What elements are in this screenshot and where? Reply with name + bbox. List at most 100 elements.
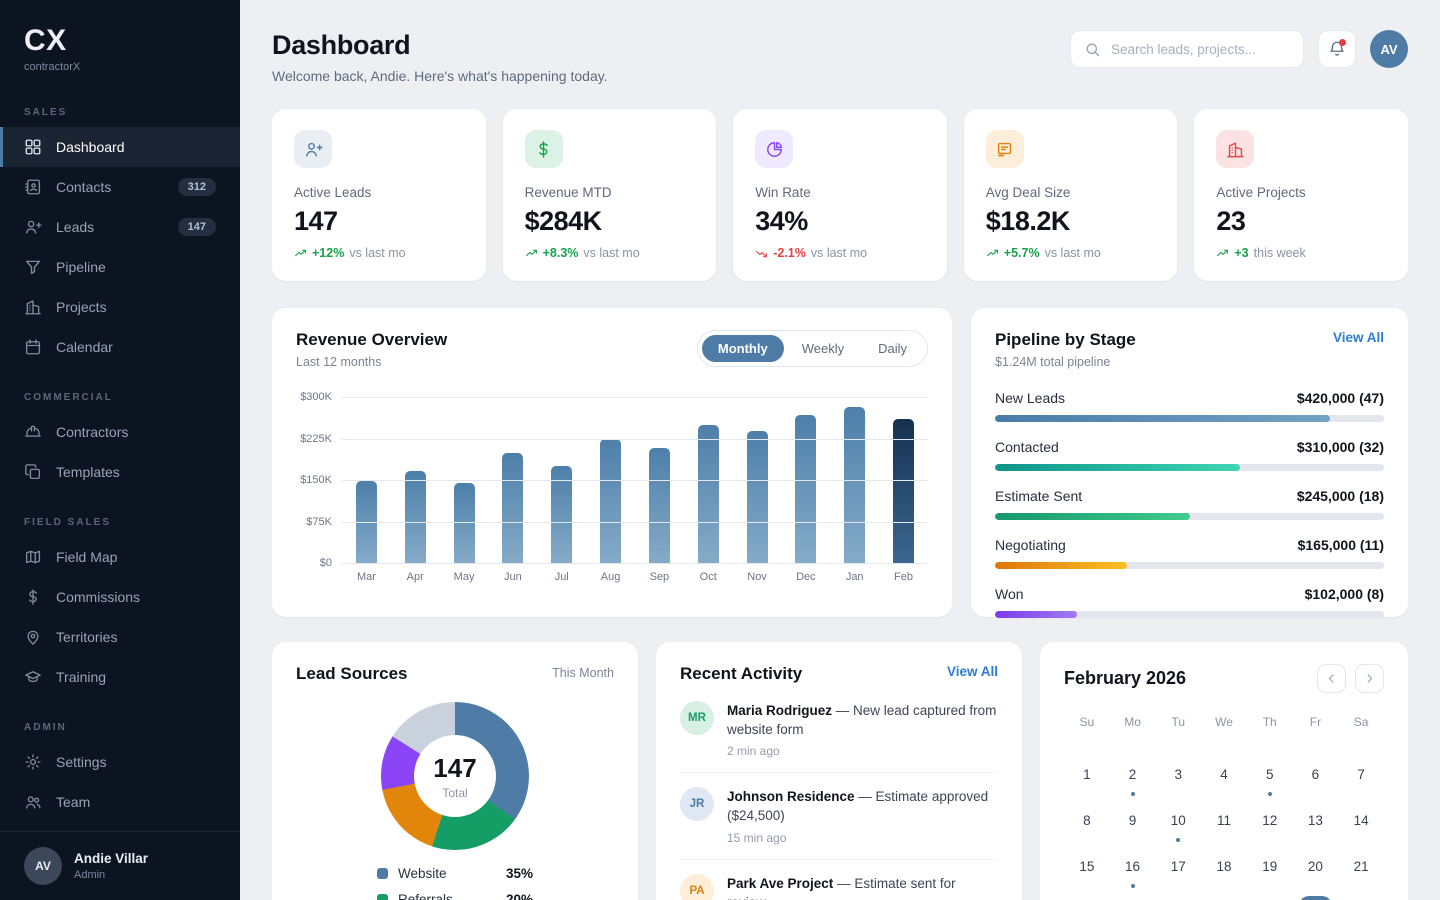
sidebar-item-leads[interactable]: Leads 147: [0, 207, 240, 247]
stat-delta-note: vs last mo: [583, 246, 640, 260]
sidebar-item-templates[interactable]: Templates: [0, 452, 240, 492]
sidebar-item-settings[interactable]: Settings: [0, 742, 240, 782]
calendar-day[interactable]: 13: [1293, 804, 1339, 850]
pipeline-stages: New Leads $420,000 (47) Contacted $310,0…: [995, 390, 1384, 618]
calendar-day[interactable]: 5: [1247, 758, 1293, 804]
stat-delta-note: vs last mo: [1044, 246, 1101, 260]
pipeline-title: Pipeline by Stage: [995, 330, 1136, 349]
calendar-day[interactable]: 4: [1201, 758, 1247, 804]
sidebar-item-team[interactable]: Team: [0, 782, 240, 822]
calendar-day[interactable]: 25: [1201, 896, 1247, 900]
sidebar-item-contractors[interactable]: Contractors: [0, 412, 240, 452]
stat-card-avg-deal-size: Avg Deal Size $18.2K +5.7% vs last mo: [963, 109, 1178, 281]
sidebar-item-territories[interactable]: Territories: [0, 617, 240, 657]
header-avatar[interactable]: AV: [1370, 30, 1408, 68]
pipeline-view-all-link[interactable]: View All: [1332, 330, 1384, 345]
stage-amount: $165,000 (11): [1297, 537, 1384, 553]
tab-monthly[interactable]: Monthly: [701, 335, 784, 362]
sidebar-item-pipeline[interactable]: Pipeline: [0, 247, 240, 287]
calendar-day[interactable]: 18: [1201, 850, 1247, 896]
sidebar-item-projects[interactable]: Projects: [0, 287, 240, 327]
activity-item[interactable]: JR Johnson Residence — Estimate approved…: [680, 773, 998, 860]
sidebar-item-field-map[interactable]: Field Map: [0, 537, 240, 577]
lead-sources-card: Lead Sources This Month 147 Total Websit…: [272, 642, 638, 900]
stat-card-active-leads: Active Leads 147 +12% vs last mo: [272, 109, 486, 281]
stage-progress-track: [995, 513, 1384, 520]
calendar-card: February 2026 Su Mo Tu We Th Fr Sa 1: [1040, 642, 1408, 900]
activity-item[interactable]: PA Park Ave Project — Estimate sent for …: [680, 860, 998, 900]
stage-amount: $310,000 (32): [1296, 439, 1384, 455]
calendar-day[interactable]: 24: [1155, 896, 1201, 900]
stat-card-win-rate: Win Rate 34% -2.1% vs last mo: [733, 109, 947, 281]
revenue-bar: [551, 466, 573, 563]
y-axis-tick: $300K: [300, 391, 332, 403]
event-dot: [1130, 884, 1135, 888]
stage-progress-track: [995, 611, 1384, 618]
sidebar-item-calendar[interactable]: Calendar: [0, 327, 240, 367]
calendar-day[interactable]: 6: [1293, 758, 1339, 804]
sidebar-item-commissions[interactable]: Commissions: [0, 577, 240, 617]
calendar-day-number: 23: [1116, 896, 1149, 900]
calendar-day[interactable]: 8: [1064, 804, 1110, 850]
calendar-day[interactable]: 3: [1155, 758, 1201, 804]
activity-name: Johnson Residence: [727, 789, 855, 805]
calendar-day[interactable]: 9: [1110, 804, 1156, 850]
calendar-next-button[interactable]: [1355, 664, 1384, 693]
brand-block: CX contractorX: [0, 0, 240, 74]
map-icon: [24, 548, 42, 566]
sidebar-item-contacts[interactable]: Contacts 312: [0, 167, 240, 207]
calendar-day[interactable]: 11: [1201, 804, 1247, 850]
calendar-day[interactable]: 2: [1110, 758, 1156, 804]
calendar-day[interactable]: 12: [1247, 804, 1293, 850]
recent-activity-card: Recent Activity View All MR Maria Rodrig…: [656, 642, 1022, 900]
legend-percent: 35%: [505, 866, 533, 881]
tab-weekly[interactable]: Weekly: [801, 341, 845, 356]
calendar-day[interactable]: 16: [1110, 850, 1156, 896]
x-axis-label: Apr: [406, 571, 424, 583]
sidebar-item-dashboard[interactable]: Dashboard: [0, 127, 240, 167]
sidebar-item-label: Team: [56, 794, 91, 810]
legend-row: Website 35%: [377, 866, 533, 881]
pipeline-stage-row: New Leads $420,000 (47): [995, 390, 1384, 422]
recent-activity-title: Recent Activity: [680, 664, 803, 683]
calendar-prev-button[interactable]: [1317, 664, 1346, 693]
notifications-button[interactable]: [1318, 30, 1356, 68]
search-input[interactable]: [1111, 41, 1290, 57]
x-axis-label: Dec: [796, 571, 816, 583]
calendar-day[interactable]: 27: [1293, 896, 1339, 900]
calendar-day[interactable]: 15: [1064, 850, 1110, 896]
weekday-label: Sa: [1353, 715, 1369, 729]
calendar-day[interactable]: 19: [1247, 850, 1293, 896]
stat-delta-note: vs last mo: [810, 246, 868, 260]
gear-icon: [24, 753, 42, 771]
calendar-day[interactable]: 17: [1155, 850, 1201, 896]
activity-item[interactable]: MR Maria Rodriguez — New lead captured f…: [680, 684, 998, 774]
calendar-day[interactable]: 10: [1155, 804, 1201, 850]
calendar-day[interactable]: 1: [1064, 758, 1110, 804]
tab-daily[interactable]: Daily: [878, 341, 907, 356]
activity-avatar: MR: [680, 701, 714, 735]
revenue-bar: [746, 431, 768, 563]
calendar-day-number: 12: [1262, 813, 1278, 828]
calendar-day[interactable]: 23: [1110, 896, 1156, 900]
calendar-day[interactable]: 14: [1338, 804, 1384, 850]
calendar-day[interactable]: 20: [1293, 850, 1339, 896]
sidebar-user-name: Andie Villar: [74, 851, 149, 866]
calendar-day[interactable]: 22: [1064, 896, 1110, 900]
sidebar-user[interactable]: AV Andie Villar Admin: [0, 831, 240, 900]
activity-name: Maria Rodriguez: [727, 703, 833, 718]
chart-range-toggle: Monthly Weekly Daily: [696, 330, 928, 367]
calendar-day[interactable]: 21: [1338, 850, 1384, 896]
activity-text: — Estimate approved ($24,500): [727, 789, 989, 824]
activity-view-all-link[interactable]: View All: [946, 664, 998, 679]
activity-avatar: JR: [680, 787, 714, 822]
calendar-day[interactable]: 28: [1338, 896, 1384, 900]
sidebar-item-training[interactable]: Training: [0, 657, 240, 697]
pipeline-by-stage-card: Pipeline by Stage $1.24M total pipeline …: [971, 308, 1408, 618]
pie-chart-icon: [755, 130, 794, 168]
user-plus-icon: [24, 218, 42, 236]
hard-hat-icon: [24, 423, 42, 441]
calendar-day[interactable]: 7: [1338, 758, 1384, 804]
calendar-day-number: 27: [1298, 896, 1332, 900]
calendar-day[interactable]: 26: [1247, 896, 1293, 900]
